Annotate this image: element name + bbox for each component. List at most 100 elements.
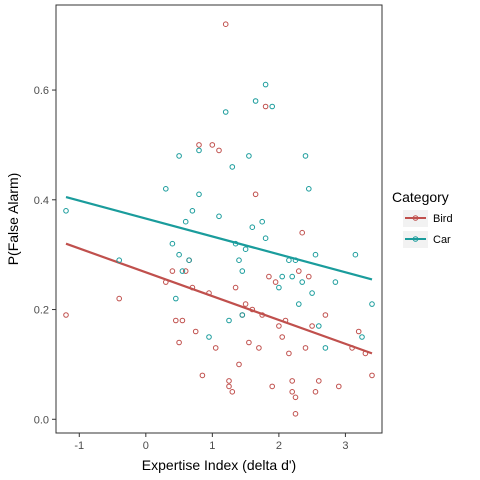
car-point [262, 81, 269, 88]
car-point [169, 240, 176, 247]
x-axis-title: Expertise Index (delta d') [142, 457, 296, 473]
x-tick-label: 3 [342, 440, 348, 452]
car-point [312, 251, 319, 258]
bird-point [169, 268, 176, 274]
car-point [242, 246, 249, 252]
bird-point [192, 328, 199, 335]
car-point [299, 279, 306, 285]
bird-point [199, 372, 206, 379]
bird-point [222, 21, 229, 28]
car-point [246, 153, 252, 159]
bird-point [269, 383, 276, 390]
car-fit-line [65, 196, 373, 281]
bird-point [316, 378, 322, 384]
plot-panel-border [55, 4, 383, 434]
bird-point [256, 345, 262, 351]
car-point [359, 334, 365, 340]
bird-point [279, 334, 286, 340]
car-point [262, 235, 269, 241]
bird-point [292, 394, 299, 401]
bird-point [252, 191, 259, 198]
car-point [173, 295, 179, 302]
car-point [249, 224, 256, 230]
legend-label-bird: Bird [433, 213, 453, 225]
y-tick-label: 0.6 [34, 85, 49, 97]
bird-point [176, 339, 182, 346]
bird-point [63, 312, 69, 318]
bird-point [322, 312, 329, 318]
bird-point [289, 378, 296, 384]
bird-point [312, 389, 319, 395]
bird-point [179, 317, 186, 324]
car-point [196, 191, 202, 198]
bird-point [306, 273, 312, 280]
bird-point [289, 389, 296, 395]
car-point [352, 251, 359, 258]
car-point [289, 273, 296, 280]
x-tick-label: 0 [143, 440, 149, 452]
car-point [302, 153, 309, 159]
bird-point [116, 295, 122, 302]
bird-point [302, 345, 309, 351]
bird-point [182, 268, 189, 274]
car-point [332, 279, 339, 285]
bird-point [292, 411, 299, 417]
y-tick-label: 0.4 [34, 195, 49, 207]
bird-point [209, 142, 216, 148]
car-point [206, 334, 212, 340]
car-point [216, 213, 222, 220]
plot-marks [63, 21, 375, 417]
legend-title: Category [392, 189, 449, 205]
bird-point [246, 339, 252, 346]
car-point [163, 186, 169, 192]
car-point [296, 301, 302, 307]
bird-point [299, 229, 306, 236]
bird-point [276, 323, 282, 329]
car-point [229, 164, 236, 170]
car-point [222, 109, 229, 115]
bird-point [212, 345, 219, 351]
car-point [276, 284, 282, 291]
bird-point [232, 284, 239, 291]
legend-point-car [412, 236, 419, 242]
car-point [226, 317, 232, 324]
car-point [196, 147, 202, 154]
bird-point [216, 147, 222, 154]
bird-point [296, 268, 302, 274]
car-point [239, 268, 246, 274]
y-tick-label: 0.2 [34, 305, 49, 317]
car-point [239, 312, 246, 318]
car-point [179, 268, 186, 274]
y-tick-label: 0.0 [34, 414, 49, 426]
car-point [322, 345, 329, 351]
bird-point [196, 142, 202, 148]
x-tick-label: 2 [276, 440, 282, 452]
car-point [63, 208, 69, 214]
x-axis: -1 0 1 2 3 [74, 433, 348, 452]
car-point [236, 257, 242, 264]
bird-point [236, 361, 242, 368]
car-point [176, 251, 182, 258]
car-point [309, 290, 315, 296]
bird-fit-line [65, 242, 373, 355]
car-point [182, 218, 189, 225]
bird-point [229, 389, 236, 395]
bird-point [226, 383, 232, 390]
car-point [252, 98, 259, 104]
car-point [189, 208, 196, 214]
bird-point [266, 273, 272, 280]
car-point [279, 273, 286, 280]
bird-point [242, 301, 249, 307]
legend-label-car: Car [433, 234, 451, 246]
car-point [116, 257, 122, 264]
bird-point [226, 378, 232, 384]
car-point [316, 323, 322, 329]
x-tick-label: 1 [209, 440, 215, 452]
car-point [176, 153, 182, 159]
y-axis: 0.0 0.2 0.4 0.6 [34, 85, 56, 426]
car-point [259, 218, 266, 225]
bird-point [173, 317, 179, 324]
bird-point [272, 279, 279, 285]
bird-point [262, 103, 269, 110]
